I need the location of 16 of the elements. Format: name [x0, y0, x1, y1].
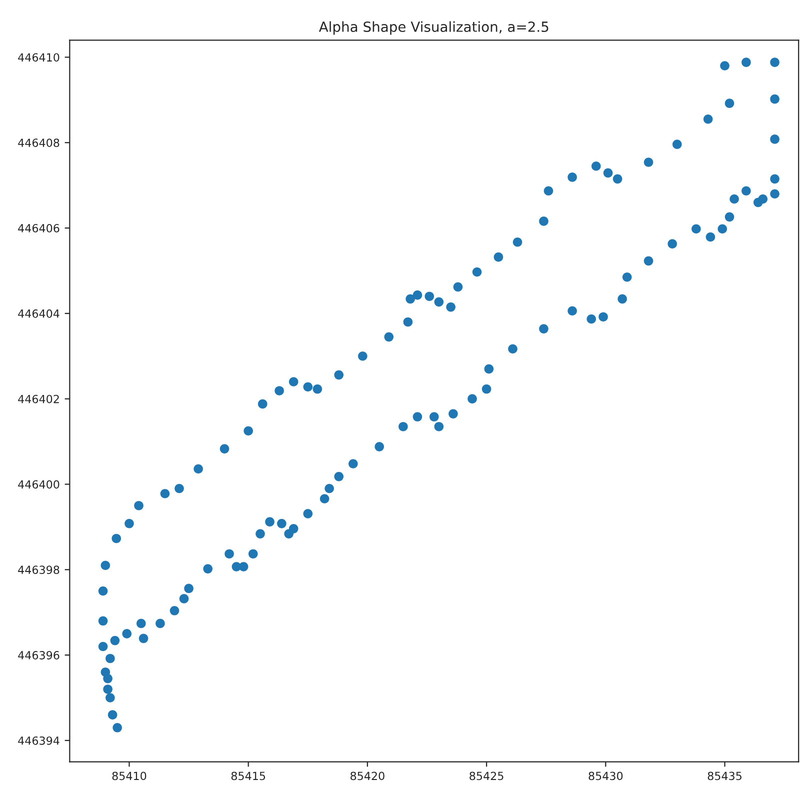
y-tick-label: 446402 [18, 394, 59, 404]
y-tick-label: 446398 [18, 566, 60, 574]
x-tick-label: 85410 [112, 772, 146, 780]
y-tick-label: 446406 [18, 224, 60, 232]
y-tick-label: 446396 [18, 651, 60, 660]
chart-title: Alpha Shape Visualization, a=2.5 [318, 21, 548, 35]
y-tick-label: 446410 [18, 53, 60, 62]
x-tick-label: 85435 [708, 772, 742, 780]
y-tick-label: 446394 [18, 736, 60, 745]
x-tick-label: 85430 [588, 772, 623, 780]
x-tick-label: 85425 [470, 772, 504, 780]
y-tick-label: 446408 [18, 138, 60, 148]
x-tick-label: 85415 [231, 772, 266, 780]
y-tick-label: 446400 [18, 480, 60, 489]
x-tick-label: 85420 [350, 772, 384, 780]
y-tick-label: 446404 [18, 309, 60, 318]
